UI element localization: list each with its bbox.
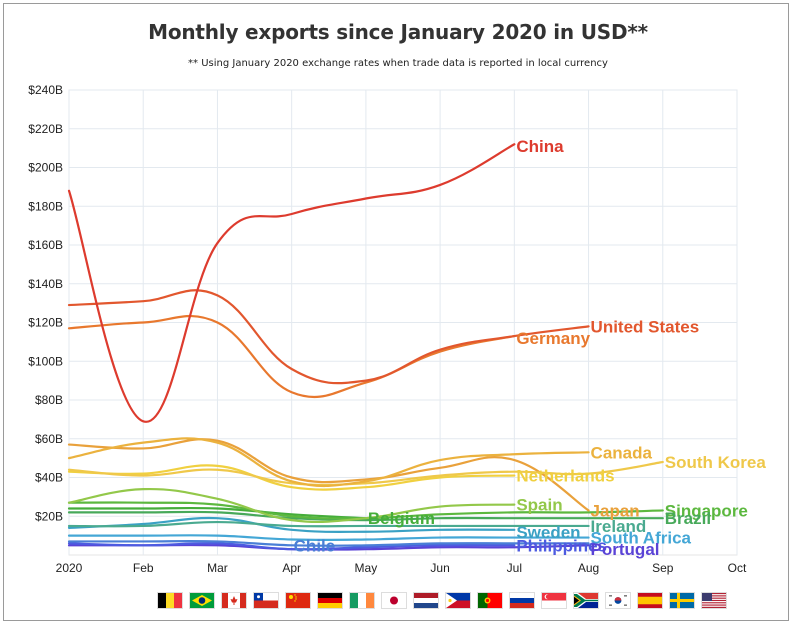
series-line-brazil	[67, 510, 664, 522]
series-line-japan	[67, 438, 590, 512]
line-chart: $20B $40B $60B $80B $100B $120B $140B $160B $180…	[28, 83, 767, 575]
series-label-germany: Germany	[516, 329, 590, 348]
russia-flag-icon	[509, 592, 535, 609]
x-tick-label: Mar	[207, 561, 228, 575]
series-label-netherlands: Netherlands	[516, 467, 614, 486]
canada-flag-icon	[221, 592, 247, 609]
japan-flag-icon	[381, 592, 407, 609]
philippines-flag-icon	[445, 592, 471, 609]
series-label-canada: Canada	[591, 443, 653, 462]
series-line-ireland	[67, 520, 590, 528]
series-label-united-states: United States	[591, 317, 700, 336]
ireland-flag-icon	[349, 592, 375, 609]
x-tick-label: 2020	[56, 561, 83, 575]
united-states-flag-icon	[701, 592, 727, 609]
y-tick-label: $80B	[35, 393, 63, 407]
y-tick-label: $220B	[28, 122, 63, 136]
x-tick-label: Aug	[578, 561, 599, 575]
series-label-portugal: Portugal	[591, 540, 660, 559]
china-flag-icon	[285, 592, 311, 609]
series-label-japan: Japan	[591, 501, 640, 520]
x-tick-label: Jun	[430, 561, 449, 575]
x-tick-label: Feb	[133, 561, 154, 575]
grid	[68, 89, 738, 556]
flag-legend	[157, 592, 727, 610]
series-line-united-states	[67, 289, 590, 385]
y-tick-label: $120B	[28, 316, 63, 330]
y-tick-label: $140B	[28, 277, 63, 291]
x-tick-label: Apr	[282, 561, 301, 575]
spain-flag-icon	[637, 592, 663, 609]
y-tick-label: $160B	[28, 238, 63, 252]
y-tick-label: $200B	[28, 161, 63, 175]
germany-flag-icon	[317, 592, 343, 609]
netherlands-flag-icon	[413, 592, 439, 609]
y-tick-label: $40B	[35, 471, 63, 485]
series-line-netherlands	[67, 464, 516, 491]
series-line-spain	[67, 487, 516, 524]
y-tick-label: $20B	[35, 509, 63, 523]
singapore-flag-icon	[541, 592, 567, 609]
series-line-belgium	[67, 506, 367, 520]
y-axis-ticks: $20B $40B $60B $80B $100B $120B $140B $160B $180…	[28, 83, 63, 523]
x-tick-label: Sep	[652, 561, 674, 575]
brazil-flag-icon	[189, 592, 215, 609]
belgium-flag-icon	[157, 592, 183, 609]
series-label-brazil: Brazil	[665, 509, 711, 528]
series-label-chile: Chile	[294, 536, 336, 555]
y-tick-label: $240B	[28, 83, 63, 97]
x-tick-label: Jul	[507, 561, 522, 575]
x-tick-label: May	[355, 561, 378, 575]
x-axis-ticks: 2020 Feb Mar Apr May Jun Jul Aug Sep Oct	[56, 561, 747, 575]
south-africa-flag-icon	[573, 592, 599, 609]
series-lines	[67, 143, 664, 551]
series-line-germany	[67, 315, 516, 399]
series-label-ireland: Ireland	[591, 517, 647, 536]
series-label-belgium: Belgium	[368, 509, 435, 528]
y-tick-label: $100B	[28, 354, 63, 368]
sweden-flag-icon	[669, 592, 695, 609]
series-line-chile	[67, 539, 590, 547]
series-line-sweden	[67, 516, 516, 533]
series-label-singapore: Singapore	[665, 501, 748, 520]
portugal-flag-icon	[477, 592, 503, 609]
series-label-china: China	[516, 137, 564, 156]
chart-title: Monthly exports since January 2020 in US…	[148, 20, 648, 44]
series-label-south-africa: South Africa	[591, 529, 692, 548]
series-line-south-korea	[67, 460, 664, 487]
chart-subtitle: ** Using January 2020 exchange rates whe…	[188, 58, 608, 69]
south-korea-flag-icon	[605, 592, 631, 609]
x-tick-label: Oct	[728, 561, 747, 575]
series-line-canada	[67, 437, 590, 488]
series-label-philippines: Philippines	[516, 536, 607, 555]
series-line-china	[67, 143, 516, 423]
series-label-spain: Spain	[516, 496, 562, 515]
series-label-south-korea: South Korea	[665, 453, 767, 472]
chile-flag-icon	[253, 592, 279, 609]
series-line-south-africa	[67, 534, 590, 542]
y-tick-label: $180B	[28, 199, 63, 213]
series-line-philippines	[67, 542, 516, 551]
series-label-sweden: Sweden	[516, 523, 580, 542]
y-tick-label: $60B	[35, 432, 63, 446]
